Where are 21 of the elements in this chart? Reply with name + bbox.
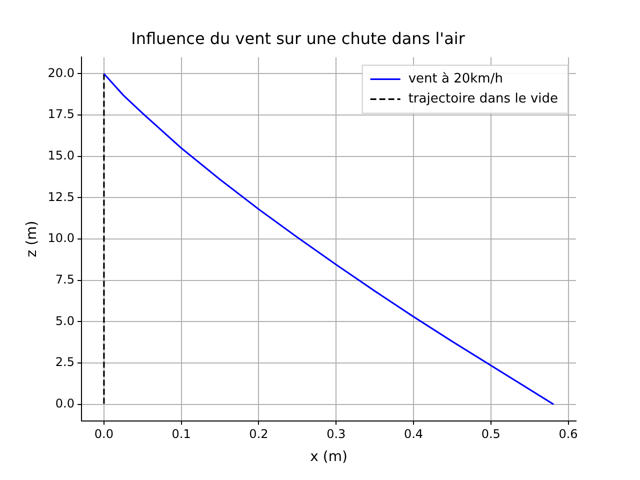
legend-label: trajectoire dans le vide: [408, 92, 558, 107]
x-tick-label: 0.0: [94, 427, 114, 442]
y-axis-title: z (m): [24, 220, 40, 258]
y-tick-label: 0.0: [55, 396, 75, 410]
x-axis-title: x (m): [310, 449, 348, 466]
y-tick-label: 12.5: [48, 190, 75, 204]
y-tick-label: 15.0: [48, 148, 75, 162]
x-tick-label: 0.1: [172, 427, 191, 442]
chart-title: Influence du vent sur une chute dans l'air: [131, 28, 466, 48]
y-tick-label: 10.0: [48, 231, 75, 246]
y-tick-label: 2.5: [55, 355, 75, 370]
y-tick-label: 5.0: [55, 314, 75, 328]
x-tick-label: 0.6: [558, 427, 578, 442]
y-tick-label: 20.0: [48, 66, 75, 80]
x-tick-label: 0.5: [481, 427, 500, 442]
legend-label: vent à 20km/h: [408, 72, 503, 87]
y-tick-label: 7.5: [55, 272, 75, 286]
x-tick-label: 0.3: [326, 427, 346, 442]
x-tick-label: 0.4: [404, 427, 424, 442]
y-tick-label: 17.5: [48, 107, 75, 122]
x-tick-label: 0.2: [249, 427, 268, 442]
